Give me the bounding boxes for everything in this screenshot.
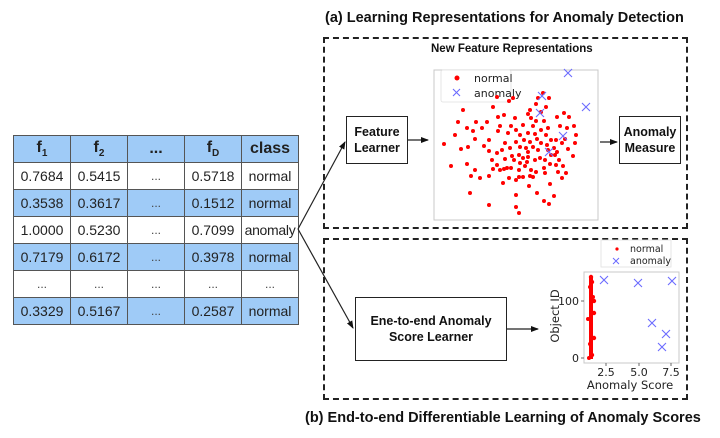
cell: 0.6172 [70, 243, 128, 271]
cell: 0.5718 [184, 162, 242, 190]
cell-class: normal [241, 189, 299, 217]
score-plot-legend [600, 239, 672, 268]
cell: 0.3329 [13, 297, 71, 325]
score-anomaly-points [599, 275, 677, 352]
cell: 0.2587 [184, 297, 242, 325]
x-axis-label: Anomaly Score [587, 378, 673, 392]
score-learner-box: Ene-to-end Anomaly Score Learner [355, 297, 507, 361]
cell: 0.3617 [70, 189, 128, 217]
cell: ... [127, 162, 185, 190]
cell: ... [127, 189, 185, 217]
feature-plot-title: New Feature Representations [431, 43, 593, 55]
anomaly-measure-box: Anomaly Measure [619, 116, 681, 164]
legend-anomaly-label: anomaly [474, 87, 522, 100]
normal-points [442, 91, 578, 215]
cell: 0.7684 [13, 162, 71, 190]
table-row: 1.0000 0.5230 ... 0.7099 anomaly [13, 216, 299, 244]
cell-class: normal [241, 162, 299, 190]
header-f1: f1 [13, 135, 71, 163]
score-legend-anomaly-label: anomaly [630, 256, 671, 267]
xtick-7-5: 7.5 [662, 366, 680, 379]
anomaly-points [535, 68, 591, 157]
ytick-0: 0 [572, 352, 579, 365]
table-row: 0.3329 0.5167 ... 0.2587 normal [13, 297, 299, 325]
xtick-2-5: 2.5 [597, 366, 615, 379]
feature-scatter-plot: normal anomaly [433, 68, 599, 221]
feature-learner-box: Feature Learner [346, 116, 408, 164]
table-row: 0.7179 0.6172 ... 0.3978 normal [13, 243, 299, 271]
anomaly-measure-line2: Measure [624, 141, 676, 155]
panel-b-title: (b) End-to-end Differentiable Learning o… [305, 410, 701, 426]
cell: 1.0000 [13, 216, 71, 244]
cell: 0.5167 [70, 297, 128, 325]
legend-normal-label: normal [474, 72, 513, 85]
score-legend-normal-label: normal [630, 244, 663, 255]
cell: ... [127, 270, 185, 298]
table-header-row: f1 f2 ... fD class [13, 135, 299, 163]
panel-a-title: (a) Learning Representations for Anomaly… [325, 10, 684, 26]
cell-class: anomaly [241, 216, 299, 244]
cell: 0.1512 [184, 189, 242, 217]
anomaly-measure-line1: Anomaly [623, 125, 677, 139]
header-class: class [241, 135, 299, 163]
table-row: 0.3538 0.3617 ... 0.1512 normal [13, 189, 299, 217]
cell-class: normal [241, 243, 299, 271]
cell: 0.3538 [13, 189, 71, 217]
cell: ... [184, 270, 242, 298]
ytick-100: 100 [558, 295, 579, 308]
cell: 0.7179 [13, 243, 71, 271]
cell: ... [127, 243, 185, 271]
feature-table: f1 f2 ... fD class 0.7684 0.5415 ... 0.5… [13, 135, 299, 325]
header-ellipsis: ... [127, 135, 185, 163]
cell: ... [70, 270, 128, 298]
score-learner-line2: Score Learner [388, 330, 474, 344]
cell: ... [127, 216, 185, 244]
cell: 0.7099 [184, 216, 242, 244]
y-axis-label: Object ID [548, 289, 562, 343]
arrow-table-to-feature-learner [297, 141, 346, 230]
feature-learner-line1: Feature [354, 125, 400, 139]
cell-class: normal [241, 297, 299, 325]
panel-b-box [323, 238, 688, 400]
cell: ... [127, 297, 185, 325]
header-f2: f2 [70, 135, 128, 163]
panel-a-box [323, 37, 688, 229]
score-normal-points [586, 274, 597, 360]
arrow-table-to-score-learner [297, 228, 354, 329]
cell: 0.3978 [184, 243, 242, 271]
score-scatter-plot: normal anomaly 100 0 2.5 [548, 239, 680, 392]
cell: 0.5415 [70, 162, 128, 190]
feature-learner-line2: Learner [354, 141, 400, 155]
xtick-5-0: 5.0 [630, 366, 648, 379]
table-row: 0.7684 0.5415 ... 0.5718 normal [13, 162, 299, 190]
score-learner-line1: Ene-to-end Anomaly [370, 314, 492, 328]
